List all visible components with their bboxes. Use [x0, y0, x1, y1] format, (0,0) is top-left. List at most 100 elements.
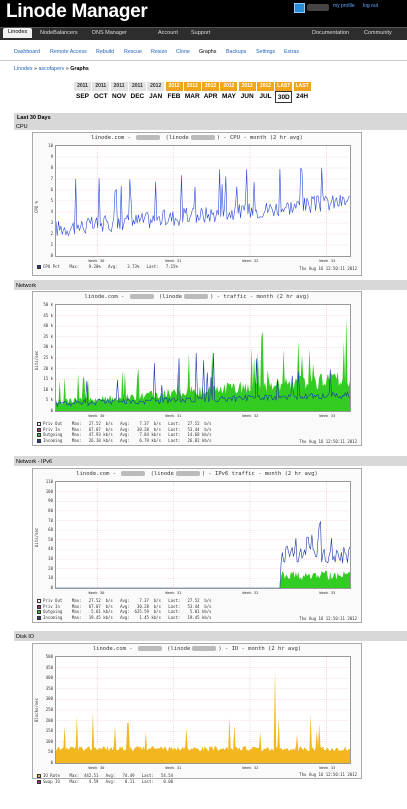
- plot-area: [55, 656, 351, 764]
- period-year: LAST: [293, 82, 311, 91]
- period-month: MAY: [220, 91, 238, 103]
- legend-swatch: [37, 610, 41, 614]
- legend-text: Incoming Max: 19.45 kb/s Avg: 1.45 kb/s …: [43, 614, 212, 620]
- period-year: 2011: [74, 82, 91, 91]
- graph-svg: [56, 146, 350, 256]
- y-tick-label: 9: [50, 154, 53, 159]
- disk-io-graph: linode.com - (linode) - IO - month (2 hr…: [32, 643, 362, 784]
- graph-timestamp: Thu Aug 16 12:50:11 2012: [299, 772, 357, 777]
- graph-title: linode.com - (linode) - IO - month (2 hr…: [33, 646, 361, 652]
- app-logo[interactable]: Linode Manager: [6, 1, 148, 22]
- subnav-resize[interactable]: Resize: [151, 49, 168, 55]
- y-tick-label: 300: [45, 696, 53, 702]
- subnav-backups[interactable]: Backups: [226, 49, 247, 55]
- period-year: 2012: [257, 82, 274, 91]
- nav-tab-linodes[interactable]: Linodes: [3, 28, 33, 38]
- y-tick-label: 90: [48, 498, 53, 504]
- y-tick-label: 0: [50, 253, 53, 258]
- period-sep[interactable]: 2011 SEP: [74, 82, 91, 103]
- y-tick-label: 250: [45, 707, 53, 712]
- period-24h[interactable]: LAST 24H: [293, 82, 311, 103]
- cpu-graph: linode.com - (linode) - CPU - month (2 h…: [32, 132, 362, 276]
- y-tick-label: 450: [45, 664, 53, 670]
- legend-text: Incoming Max: 26.10 kb/s Avg: 6.79 kb/s …: [43, 437, 212, 443]
- subnav-rescue[interactable]: Rescue: [124, 49, 142, 55]
- period-year: 2011: [92, 82, 110, 91]
- breadcrumb-linode[interactable]: ascofaperv: [38, 66, 65, 72]
- subnav-clone[interactable]: Clone: [176, 49, 190, 55]
- y-tick-label: 50 k: [43, 302, 53, 307]
- breadcrumb-linodes[interactable]: Linodes: [14, 66, 33, 72]
- x-tick-label: Week 31: [165, 765, 182, 770]
- y-tick-label: 10: [48, 143, 53, 148]
- period-month: JUL: [257, 91, 274, 103]
- outgoing-series-area: [56, 315, 350, 411]
- incoming-series-line: [56, 352, 350, 408]
- main-nav: Linodes NodeBalancers DNS Manager Accoun…: [0, 27, 407, 40]
- period-month: NOV: [110, 91, 128, 103]
- x-tick-label: Week 30: [88, 258, 105, 263]
- plot-area: [55, 481, 351, 589]
- period-month: 24H: [293, 91, 311, 103]
- incoming-series-line: [56, 521, 350, 588]
- x-tick-label: Week 32: [242, 413, 259, 418]
- legend-row: Priv In Max: 67.07 b/s Avg: 30.28 b/s La…: [37, 604, 212, 609]
- hostname-redacted: [129, 294, 154, 299]
- y-tick-label: 110: [45, 479, 53, 484]
- period-year: 2011: [110, 82, 128, 91]
- nav-tab-documentation[interactable]: Documentation: [312, 30, 349, 36]
- period-month: OCT: [92, 91, 110, 103]
- x-tick-label: Week 32: [242, 765, 259, 770]
- linode-id-redacted: [184, 294, 209, 299]
- subnav-remote-access[interactable]: Remote Access: [50, 49, 87, 55]
- nav-tab-community[interactable]: Community: [364, 30, 392, 36]
- logout-link[interactable]: log out: [363, 3, 379, 9]
- disk-io-section-label: Disk IO: [16, 634, 35, 640]
- subnav-rebuild[interactable]: Rebuild: [96, 49, 114, 55]
- subnav-settings[interactable]: Settings: [256, 49, 276, 55]
- nav-tab-support[interactable]: Support: [191, 30, 211, 36]
- period-oct[interactable]: 2011 OCT: [92, 82, 110, 103]
- legend-row: Priv Out Max: 27.52 b/s Avg: 7.37 b/s La…: [37, 421, 212, 426]
- plot-area: [55, 145, 351, 257]
- legend-row: Priv In Max: 67.07 b/s Avg: 30.28 b/s La…: [37, 427, 212, 432]
- nav-tab-dns-manager[interactable]: DNS Manager: [92, 30, 127, 36]
- legend-text: Priv Out Max: 27.52 b/s Avg: 7.37 b/s La…: [43, 421, 212, 426]
- period-30d[interactable]: LAST 30D: [275, 82, 293, 103]
- x-tick-label: Week 30: [88, 413, 105, 418]
- y-tick-label: 400: [45, 675, 53, 681]
- y-tick-label: 200: [45, 717, 53, 723]
- period-year: 2012: [238, 82, 256, 91]
- period-apr[interactable]: 2012 APR: [202, 82, 220, 103]
- graph-timestamp: Thu Aug 16 12:50:11 2012: [299, 266, 357, 271]
- x-tick-label: Week 33: [319, 258, 336, 263]
- graph-timestamp: Thu Aug 16 12:50:11 2012: [299, 439, 357, 444]
- y-tick-label: 35 k: [43, 333, 53, 339]
- period-dec[interactable]: 2011 DEC: [128, 82, 146, 103]
- subnav-graphs[interactable]: Graphs: [199, 49, 217, 55]
- subnav-extras[interactable]: Extras: [284, 49, 300, 55]
- y-tick-label: 6: [50, 187, 53, 192]
- period-mar[interactable]: 2012 MAR: [183, 82, 201, 103]
- nav-tab-nodebalancers[interactable]: NodeBalancers: [40, 30, 78, 36]
- period-month: JUN: [238, 91, 256, 103]
- y-tick-label: 40 k: [43, 323, 53, 329]
- period-feb[interactable]: 2012 FEB: [165, 82, 183, 103]
- y-tick-label: 5 k: [45, 397, 53, 403]
- period-may[interactable]: 2012 MAY: [220, 82, 238, 103]
- period-jun[interactable]: 2012 JUN: [238, 82, 256, 103]
- period-jan[interactable]: 2012 JAN: [147, 82, 165, 103]
- graph-title-prefix: linode.com -: [76, 471, 120, 477]
- legend-swatch: [37, 779, 41, 784]
- nav-tab-account[interactable]: Account: [158, 30, 178, 36]
- my-profile-link[interactable]: my profile: [333, 3, 355, 9]
- graph-title-prefix: linode.com -: [91, 135, 135, 141]
- subnav-dashboard[interactable]: Dashboard: [14, 49, 40, 55]
- y-tick-label: 4: [50, 209, 53, 214]
- panel-bg: [14, 456, 407, 466]
- period-year: 2012: [202, 82, 220, 91]
- period-nov[interactable]: 2011 NOV: [110, 82, 128, 103]
- graph-timestamp: Thu Aug 16 12:50:11 2012: [299, 616, 357, 621]
- period-jul[interactable]: 2012 JUL: [257, 82, 274, 103]
- app-header: Linode Manager my profile log out: [0, 0, 407, 27]
